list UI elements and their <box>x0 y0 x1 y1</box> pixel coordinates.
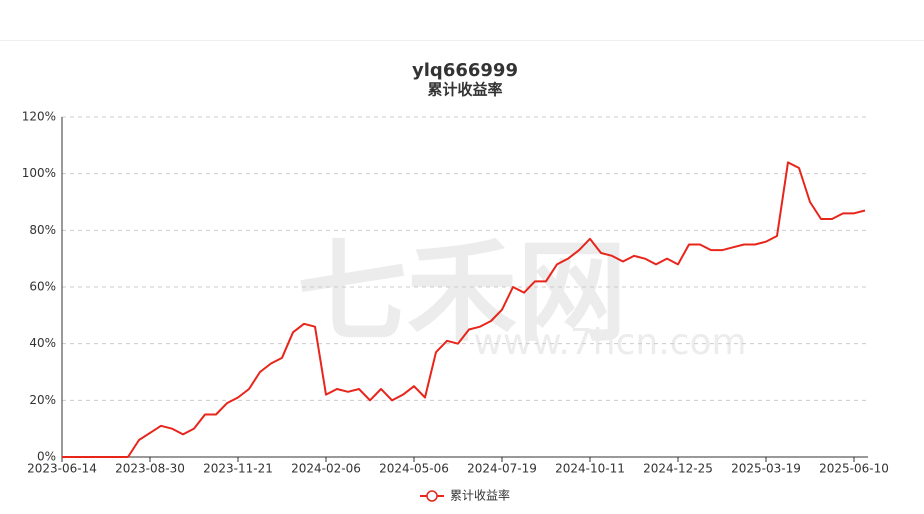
y-tick-label: 40% <box>29 336 56 350</box>
x-tick-label: 2024-05-06 <box>379 462 449 476</box>
x-tick-label: 2023-11-21 <box>203 462 273 476</box>
x-tick-label: 2024-10-11 <box>555 462 625 476</box>
x-tick-label: 2025-06-10 <box>819 462 889 476</box>
data-line <box>62 161 866 458</box>
watermark: 七禾网 <box>297 228 627 356</box>
y-tick-label: 20% <box>29 393 56 407</box>
watermark-url: www.7hcn.com <box>473 322 746 363</box>
x-tick-label: 2023-06-14 <box>27 462 97 476</box>
x-tick-label: 2024-07-19 <box>467 462 537 476</box>
legend-marker <box>426 490 438 502</box>
y-tick-label: 0% <box>37 450 56 464</box>
x-tick-label: 2024-02-06 <box>291 462 361 476</box>
chart-subtitle: 累计收益率 <box>427 81 502 99</box>
x-tick-label: 2023-08-30 <box>115 462 185 476</box>
y-tick-label: 80% <box>29 223 56 237</box>
x-tick-label: 2024-12-25 <box>643 462 713 476</box>
y-tick-label: 120% <box>22 110 56 124</box>
x-tick-label: 2025-03-19 <box>731 462 801 476</box>
legend-label: 累计收益率 <box>450 488 510 503</box>
y-tick-label: 100% <box>22 166 56 180</box>
chart-title: ylq666999 <box>412 60 518 81</box>
y-tick-label: 60% <box>29 280 56 294</box>
